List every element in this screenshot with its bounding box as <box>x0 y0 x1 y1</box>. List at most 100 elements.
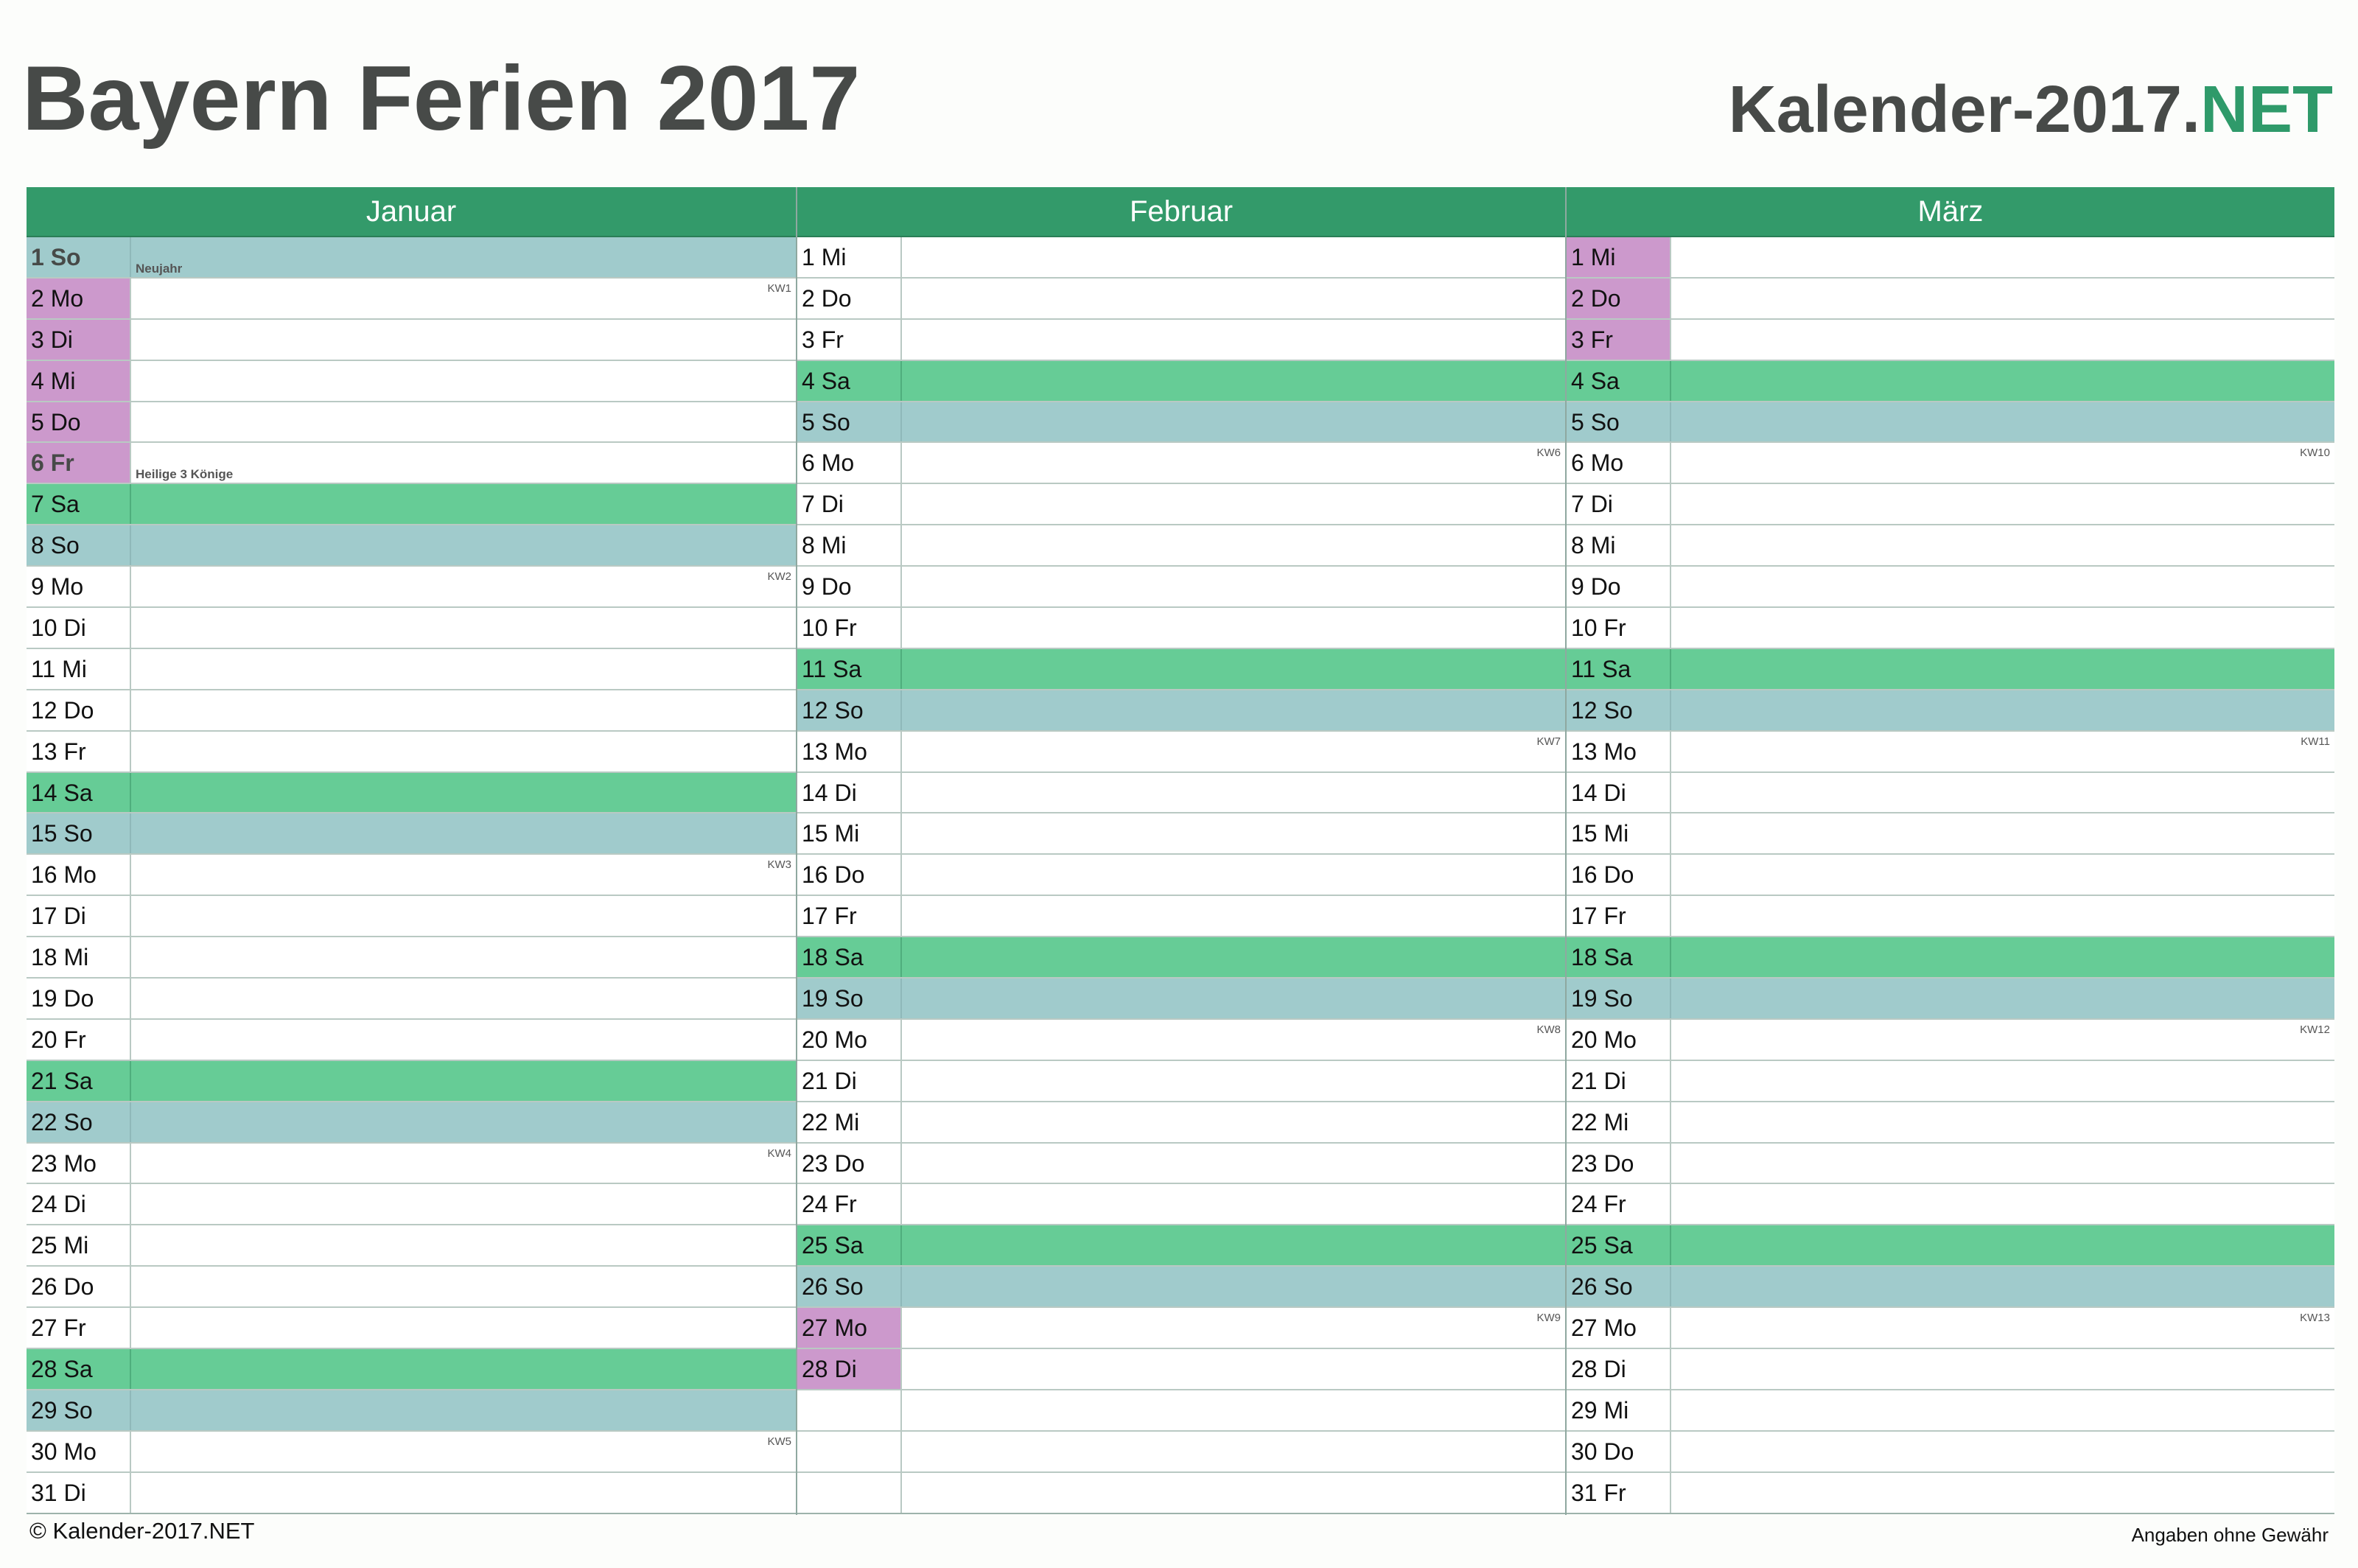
day-label: 28 Di <box>1567 1349 1671 1389</box>
day-row: 26 Do <box>27 1267 796 1309</box>
brand-logo[interactable]: Kalender-2017.NET <box>1729 77 2333 143</box>
notes-cell <box>1671 937 2334 977</box>
day-row: 12 Do <box>27 690 796 732</box>
day-row: 18 Mi <box>27 937 796 979</box>
day-label: 7 Di <box>1567 484 1671 525</box>
day-row: 4 Sa <box>1567 360 2334 402</box>
day-label: 17 Di <box>27 896 131 937</box>
day-label: 20 Fr <box>27 1019 131 1060</box>
day-row: 19 So <box>797 979 1565 1020</box>
day-label: 15 Mi <box>797 813 902 854</box>
day-label: 3 Di <box>27 319 131 360</box>
notes-cell <box>1671 484 2334 524</box>
week-number: KW9 <box>1536 1312 1561 1325</box>
day-row: 29 So <box>27 1390 796 1432</box>
notes-cell <box>131 896 796 936</box>
day-label: 30 Do <box>1567 1431 1671 1471</box>
day-label: 10 Fr <box>1567 608 1671 648</box>
day-label: 21 Di <box>797 1060 902 1101</box>
week-number: KW10 <box>2300 447 2330 460</box>
notes-cell <box>1671 1473 2334 1513</box>
day-label: 1 So <box>27 237 131 277</box>
holiday-name: Heilige 3 Könige <box>136 467 234 482</box>
week-number: KW8 <box>1536 1023 1561 1036</box>
day-label: 20 Mo <box>1567 1019 1671 1060</box>
notes-cell <box>1671 1102 2334 1142</box>
notes-cell <box>1671 1225 2334 1265</box>
notes-cell: KW3 <box>131 855 796 895</box>
day-row: 17 Di <box>27 896 796 938</box>
day-row: 8 So <box>27 525 796 567</box>
day-row: 25 Sa <box>1567 1225 2334 1267</box>
month-header: März <box>1567 187 2334 237</box>
notes-cell <box>902 320 1565 360</box>
notes-cell <box>131 1020 796 1060</box>
page-title: Bayern Ferien 2017 <box>22 48 861 150</box>
notes-cell <box>131 525 796 565</box>
brand-tld: NET <box>2200 73 2333 147</box>
day-label: 25 Mi <box>27 1225 131 1266</box>
notes-cell <box>1671 855 2334 895</box>
empty-row <box>797 1431 1565 1473</box>
day-row: 30 Mo KW5 <box>27 1431 796 1473</box>
day-row: 8 Mi <box>797 525 1565 567</box>
notes-cell: Heilige 3 Könige <box>131 443 796 483</box>
notes-cell <box>131 1349 796 1389</box>
day-label: 18 Sa <box>797 937 902 978</box>
day-row: 1 So Neujahr <box>27 237 796 279</box>
day-row: 16 Do <box>797 855 1565 897</box>
day-row: 3 Fr <box>1567 319 2334 361</box>
week-number: KW4 <box>767 1147 791 1160</box>
day-row: 7 Di <box>1567 484 2334 526</box>
day-label: 28 Di <box>797 1349 902 1389</box>
day-row: 8 Mi <box>1567 525 2334 567</box>
notes-cell <box>131 608 796 648</box>
day-row: 13 Mo KW11 <box>1567 731 2334 773</box>
day-label: 20 Mo <box>797 1019 902 1060</box>
notes-cell <box>131 732 796 771</box>
day-label: 26 So <box>797 1267 902 1307</box>
day-label: 31 Di <box>27 1472 131 1513</box>
day-label: 22 Mi <box>797 1102 902 1142</box>
notes-cell <box>902 1390 1565 1430</box>
day-label: 10 Fr <box>797 608 902 648</box>
day-label: 10 Di <box>27 608 131 648</box>
day-label: 12 Do <box>27 690 131 730</box>
notes-cell <box>1671 320 2334 360</box>
day-row: 23 Mo KW4 <box>27 1143 796 1185</box>
week-number: KW2 <box>767 570 791 584</box>
day-row: 6 Fr Heilige 3 Könige <box>27 443 796 485</box>
day-row: 15 Mi <box>797 813 1565 855</box>
day-row: 11 Mi <box>27 648 796 690</box>
notes-cell <box>902 1432 1565 1471</box>
day-row: 31 Fr <box>1567 1472 2334 1514</box>
notes-cell <box>902 361 1565 401</box>
notes-cell <box>131 361 796 401</box>
notes-cell <box>1671 525 2334 565</box>
day-label: 6 Mo <box>797 443 902 483</box>
calendar-grid: Januar 1 So Neujahr 2 Mo KW1 3 Di 4 Mi 5 Do 6 F… <box>27 187 2334 1515</box>
day-label: 5 Do <box>27 402 131 442</box>
notes-cell <box>902 567 1565 606</box>
notes-cell <box>902 813 1565 853</box>
day-label: 31 Fr <box>1567 1472 1671 1513</box>
notes-cell: KW13 <box>1671 1308 2334 1348</box>
day-row: 9 Mo KW2 <box>27 567 796 609</box>
day-list: 1 Mi 2 Do 3 Fr 4 Sa 5 So 6 Mo KW10 7 Di 8 Mi 9 Do… <box>1567 237 2334 1514</box>
notes-cell <box>902 1267 1565 1306</box>
notes-cell: KW1 <box>131 279 796 318</box>
day-row: 25 Mi <box>27 1225 796 1267</box>
day-label: 25 Sa <box>797 1225 902 1266</box>
day-row: 20 Mo KW12 <box>1567 1019 2334 1061</box>
notes-cell <box>1671 608 2334 648</box>
day-label: 2 Do <box>1567 278 1671 318</box>
notes-cell <box>902 979 1565 1018</box>
day-label: 24 Fr <box>1567 1184 1671 1225</box>
day-row: 14 Di <box>797 772 1565 814</box>
day-label: 19 Do <box>27 979 131 1018</box>
day-row: 13 Mo KW7 <box>797 731 1565 773</box>
day-label: 17 Fr <box>797 896 902 937</box>
day-label: 26 Do <box>27 1267 131 1307</box>
day-label: 23 Mo <box>27 1143 131 1183</box>
month-column-maerz: März 1 Mi 2 Do 3 Fr 4 Sa 5 So 6 Mo KW10 7 Di 8 M… <box>1565 187 2334 1515</box>
